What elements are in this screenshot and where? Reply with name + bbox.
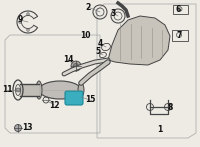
Circle shape <box>27 29 29 31</box>
Circle shape <box>74 64 78 69</box>
Circle shape <box>71 61 81 71</box>
Text: 5: 5 <box>95 47 101 56</box>
Text: 14: 14 <box>63 56 73 65</box>
Text: 2: 2 <box>85 2 91 11</box>
Text: 10: 10 <box>80 31 90 41</box>
Text: 15: 15 <box>85 96 95 105</box>
Ellipse shape <box>36 81 42 99</box>
Text: 3: 3 <box>110 9 116 17</box>
Ellipse shape <box>39 81 81 99</box>
Text: 11: 11 <box>2 86 12 95</box>
Text: 1: 1 <box>157 126 163 135</box>
Ellipse shape <box>78 83 84 97</box>
Text: 12: 12 <box>49 101 59 110</box>
FancyBboxPatch shape <box>65 91 83 105</box>
Text: 9: 9 <box>17 15 23 25</box>
Text: 13: 13 <box>22 123 32 132</box>
Text: 8: 8 <box>167 102 173 112</box>
Bar <box>20 84 39 96</box>
Text: 7: 7 <box>176 30 182 40</box>
Text: 6: 6 <box>175 5 181 14</box>
Circle shape <box>27 13 29 15</box>
Circle shape <box>16 88 20 92</box>
Text: 4: 4 <box>97 40 103 49</box>
Circle shape <box>14 125 22 132</box>
Circle shape <box>19 21 21 23</box>
Polygon shape <box>108 16 170 65</box>
